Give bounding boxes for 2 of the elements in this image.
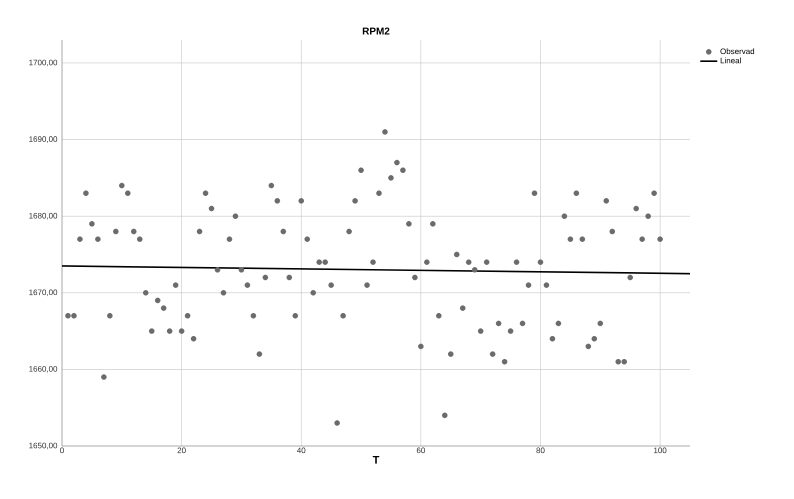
- x-axis-title: T: [372, 456, 380, 464]
- chart-title: RPM2: [362, 28, 390, 34]
